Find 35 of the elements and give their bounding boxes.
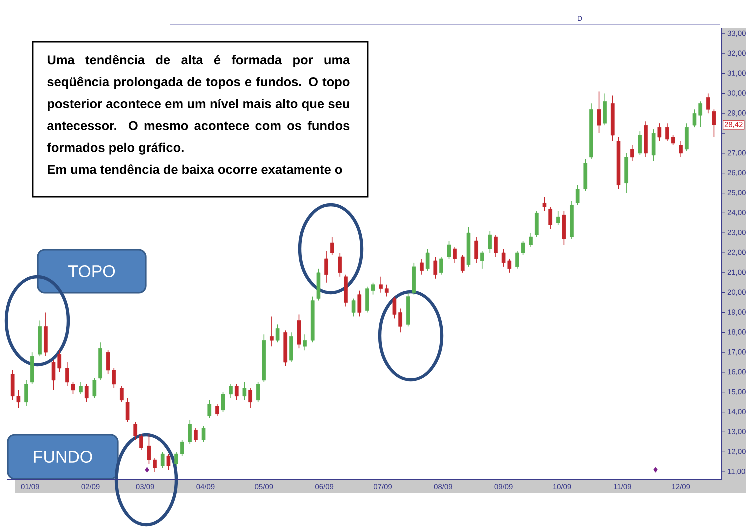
candlestick <box>180 440 184 457</box>
candlestick <box>638 131 642 156</box>
candlestick <box>426 248 430 272</box>
candlestick <box>712 109 716 138</box>
candlestick <box>542 196 547 212</box>
candlestick <box>616 137 621 190</box>
annotation: FUNDO <box>34 451 92 463</box>
candlestick <box>202 426 206 443</box>
candlestick <box>412 262 416 296</box>
candlestick <box>658 123 662 142</box>
candlestick <box>262 334 266 383</box>
candlestick <box>276 324 280 344</box>
candlestick <box>221 392 226 413</box>
candlestick <box>71 382 76 395</box>
annotation: TOPO <box>68 266 116 278</box>
candlestick <box>166 454 171 470</box>
candlestick <box>297 314 302 349</box>
candlestick <box>242 382 247 401</box>
candlestick <box>406 292 410 328</box>
candlestick <box>92 378 97 399</box>
candlestick <box>597 91 602 134</box>
candlestick <box>256 382 260 403</box>
candlestick <box>30 352 34 385</box>
candlestick <box>652 129 656 162</box>
candlestick <box>488 230 492 254</box>
annotation: Uma tendência de alta é formada por uma seqüência prolongada de topos e fundos. O topo posterior acontece em um nível mais alto que seu antecessor. O mesmo acontece com os fundos formados pelo gráfico. <box>47 54 350 155</box>
candlestick <box>126 398 130 423</box>
candlestick <box>562 210 566 246</box>
candlestick <box>316 268 321 302</box>
candlestick <box>352 298 356 318</box>
annotation: Em uma tendência de baixa ocorre exatamente o <box>48 164 342 174</box>
candlestick <box>466 226 471 268</box>
candlestick <box>447 240 452 260</box>
candlestick <box>338 252 342 278</box>
candlestick <box>576 184 580 206</box>
